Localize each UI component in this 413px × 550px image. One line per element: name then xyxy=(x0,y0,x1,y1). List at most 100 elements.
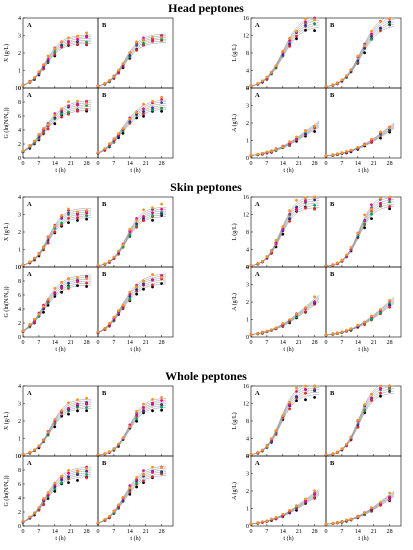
data-point xyxy=(135,485,139,489)
data-point xyxy=(313,22,316,26)
data-point xyxy=(128,117,132,121)
data-point xyxy=(121,436,125,440)
data-point xyxy=(370,212,373,216)
x-axis-label: t (h) xyxy=(283,346,293,353)
data-point xyxy=(265,150,269,154)
data-point xyxy=(288,42,291,46)
x-tick-label: 7 xyxy=(265,340,268,346)
fit-curve xyxy=(22,211,92,266)
data-point xyxy=(53,230,57,234)
x-tick-label: 7 xyxy=(112,161,115,167)
y-tick-label: 1 xyxy=(18,69,21,75)
y-tick-label: 2 xyxy=(18,510,21,516)
panel-frame xyxy=(97,266,174,338)
section-title: Head peptones xyxy=(168,1,244,15)
data-point xyxy=(142,406,145,409)
y-tick-label: 6 xyxy=(18,482,21,488)
data-point xyxy=(76,284,79,287)
x-axis-label: t (h) xyxy=(55,167,65,174)
data-point xyxy=(128,484,132,488)
data-point xyxy=(313,384,316,388)
x-tick-label: 14 xyxy=(280,340,286,346)
data-point xyxy=(363,44,366,47)
data-point xyxy=(288,140,291,144)
data-point xyxy=(85,40,88,44)
data-point xyxy=(37,132,41,136)
data-point xyxy=(340,151,344,155)
data-point xyxy=(85,281,88,285)
data-point xyxy=(379,26,382,30)
data-point xyxy=(135,222,139,226)
fit-curve xyxy=(97,38,167,87)
data-point xyxy=(67,100,70,104)
data-point xyxy=(135,419,139,423)
data-point xyxy=(313,195,316,199)
data-point xyxy=(379,197,382,200)
fit-curve xyxy=(97,206,167,266)
data-point xyxy=(60,221,63,225)
data-point xyxy=(96,84,100,88)
panel-b-top: B xyxy=(96,385,174,457)
data-point xyxy=(270,328,273,332)
data-point xyxy=(128,54,132,57)
fit-curve xyxy=(97,33,167,87)
x-tick-label: 7 xyxy=(37,340,40,346)
panel-label: B xyxy=(330,201,335,208)
data-point xyxy=(249,264,253,268)
data-point xyxy=(274,326,278,330)
panel-b-top: B xyxy=(324,195,402,268)
data-point xyxy=(151,465,154,469)
y-axis-label: G (ln(N/N₀)) xyxy=(3,287,10,318)
fit-curve xyxy=(250,200,320,266)
x-tick-label: 0 xyxy=(97,340,100,346)
data-point xyxy=(356,236,360,239)
data-point xyxy=(160,109,164,113)
data-point xyxy=(76,276,79,280)
data-point xyxy=(53,50,57,54)
data-point xyxy=(33,139,36,143)
y-tick-label: 6 xyxy=(18,114,21,120)
x-tick-label: 14 xyxy=(52,161,58,167)
data-point xyxy=(281,322,285,325)
data-point xyxy=(336,521,339,524)
y-tick-label: 4 xyxy=(18,307,21,313)
data-point xyxy=(46,57,50,61)
data-point xyxy=(363,403,366,406)
fit-curve xyxy=(97,214,167,267)
data-point xyxy=(261,520,264,523)
data-point xyxy=(28,450,32,454)
y-tick-label: 16 xyxy=(243,195,249,201)
y-axis-label: L (g/L) xyxy=(231,412,238,429)
data-point xyxy=(295,399,298,402)
panel-label: B xyxy=(330,22,335,29)
data-point xyxy=(60,290,63,294)
data-point xyxy=(135,413,139,417)
y-tick-label: 10 xyxy=(15,265,21,271)
fit-curve xyxy=(97,407,167,456)
data-point xyxy=(96,264,100,267)
data-point xyxy=(117,249,120,253)
fit-curve xyxy=(97,37,167,87)
data-point xyxy=(256,332,260,335)
y-tick-label: 4 xyxy=(18,16,21,22)
data-point xyxy=(304,24,307,27)
panel-label: A xyxy=(255,92,260,99)
data-point xyxy=(379,308,382,311)
y-tick-label: 6 xyxy=(18,293,21,299)
y-tick-label: 10 xyxy=(15,454,21,460)
fit-curve xyxy=(97,210,167,266)
x-tick-label: 28 xyxy=(159,529,165,535)
y-axis-label: L (g/L) xyxy=(231,44,238,61)
fit-curve xyxy=(97,212,167,267)
data-point xyxy=(67,406,70,410)
data-point xyxy=(304,132,307,136)
y-tick-label: 4 xyxy=(18,384,21,390)
data-point xyxy=(261,260,264,263)
x-tick-label: 21 xyxy=(68,340,74,346)
x-tick-label: 21 xyxy=(143,340,149,346)
data-point xyxy=(388,207,391,211)
data-point xyxy=(135,111,139,114)
